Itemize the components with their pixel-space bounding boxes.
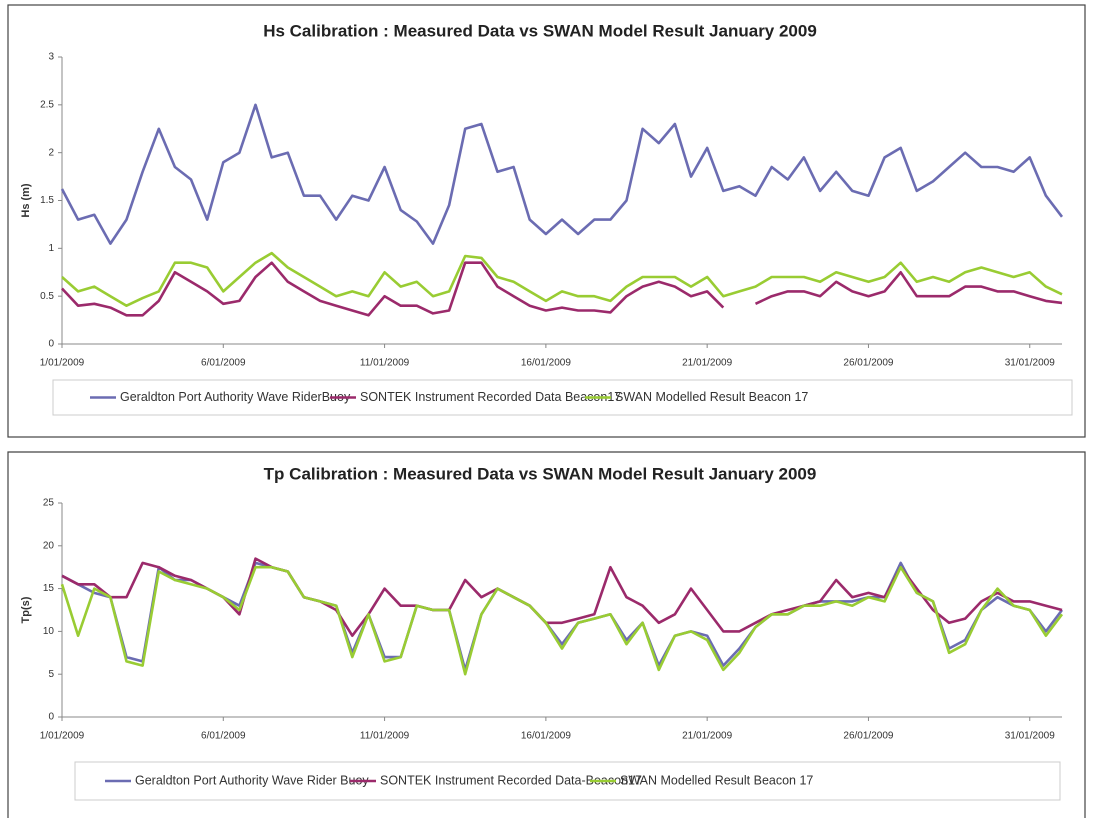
x-tick-label: 6/01/2009 (201, 358, 246, 369)
y-axis-label: Tp(s) (20, 596, 32, 623)
y-tick-label: 0 (48, 712, 54, 723)
x-tick-label: 21/01/2009 (682, 358, 732, 369)
series-line (61, 261, 1063, 317)
legend-label: SWAN Modelled Result Beacon 17 (615, 390, 808, 404)
chart-title: Hs Calibration : Measured Data vs SWAN M… (263, 21, 817, 40)
legend-label: SONTEK Instrument Recorded Data-Beacon17 (380, 773, 642, 787)
legend-box (74, 761, 1061, 801)
x-tick-label: 11/01/2009 (360, 358, 410, 369)
x-tick-label: 26/01/2009 (843, 358, 893, 369)
legend-box (52, 379, 1073, 416)
x-tick-label: 21/01/2009 (682, 731, 732, 742)
y-tick-label: 2.5 (40, 99, 54, 110)
y-tick-label: 1.5 (40, 195, 54, 206)
series-line (60, 565, 1064, 676)
y-tick-label: 10 (43, 626, 55, 637)
y-tick-label: 25 (43, 498, 55, 509)
panel-frame (7, 4, 1086, 438)
series-line (61, 251, 1063, 307)
series-line (60, 103, 1064, 245)
y-tick-label: 0 (48, 339, 54, 350)
x-tick-label: 16/01/2009 (521, 358, 571, 369)
y-tick-label: 15 (43, 583, 55, 594)
x-tick-label: 1/01/2009 (40, 731, 85, 742)
legend-label: Geraldton Port Authority Wave Rider Buoy (135, 773, 369, 787)
y-tick-label: 1 (48, 243, 54, 254)
x-tick-label: 16/01/2009 (521, 731, 571, 742)
x-tick-label: 6/01/2009 (201, 731, 246, 742)
y-tick-label: 0.5 (40, 291, 54, 302)
y-tick-label: 3 (48, 52, 54, 63)
x-tick-label: 31/01/2009 (1005, 358, 1055, 369)
y-tick-label: 5 (48, 669, 54, 680)
x-tick-label: 31/01/2009 (1005, 731, 1055, 742)
y-tick-label: 20 (43, 540, 55, 551)
x-tick-label: 26/01/2009 (843, 731, 893, 742)
legend-label: Geraldton Port Authority Wave RiderBuoy (120, 390, 351, 404)
panel-frame (7, 451, 1086, 818)
x-tick-label: 11/01/2009 (360, 731, 410, 742)
legend-label: SWAN Modelled Result Beacon 17 (620, 773, 813, 787)
x-tick-label: 1/01/2009 (40, 358, 85, 369)
series-line (61, 557, 1063, 637)
series-line (61, 561, 1064, 672)
y-axis-label: Hs (m) (20, 183, 32, 218)
y-tick-label: 2 (48, 147, 54, 158)
chart-title: Tp Calibration : Measured Data vs SWAN M… (264, 464, 817, 483)
legend-label: SONTEK Instrument Recorded Data Beacon17 (360, 390, 621, 404)
